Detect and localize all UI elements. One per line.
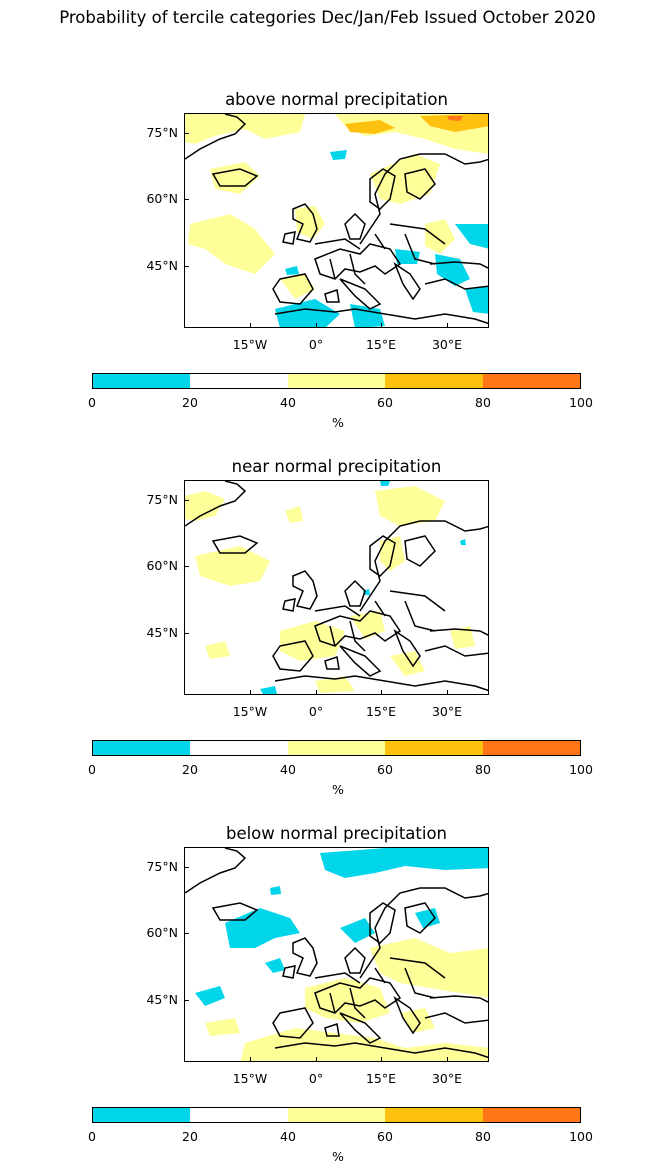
cbar-tick-100: 100 [569,762,593,777]
lon-label-30e: 30°E [431,337,463,352]
cbar-tick-0: 0 [88,762,96,777]
lat-label-45n: 45°N [146,625,178,640]
cbar-tick-60: 60 [377,395,393,410]
cbar-unit: % [332,1149,344,1164]
map-below [184,847,489,1062]
lon-label-15w: 15°W [232,704,268,719]
lon-label-0: 0° [308,1071,324,1086]
lat-label-60n: 60°N [146,925,178,940]
cbar-tick-100: 100 [569,395,593,410]
lon-label-0: 0° [308,337,324,352]
colorbar-near [92,740,581,756]
cbar-tick-0: 0 [88,395,96,410]
lat-label-60n: 60°N [146,558,178,573]
lat-label-75n: 75°N [146,492,178,507]
figure-title: Probability of tercile categories Dec/Ja… [59,8,596,27]
lat-label-45n: 45°N [146,258,178,273]
cbar-tick-80: 80 [475,1129,491,1144]
lat-label-60n: 60°N [146,191,178,206]
lat-label-75n: 75°N [146,859,178,874]
panel-title-below: below normal precipitation [225,824,448,843]
cbar-tick-0: 0 [88,1129,96,1144]
colorbar-above [92,373,581,389]
lon-label-30e: 30°E [431,1071,463,1086]
lon-label-15e: 15°E [365,704,397,719]
map-above [184,113,489,328]
lat-label-75n: 75°N [146,125,178,140]
cbar-tick-40: 40 [280,762,296,777]
map-near [184,480,489,695]
cbar-tick-40: 40 [280,395,296,410]
cbar-unit: % [332,415,344,430]
cbar-tick-80: 80 [475,762,491,777]
panel-title-near: near normal precipitation [231,457,442,476]
lat-label-45n: 45°N [146,992,178,1007]
lon-label-15w: 15°W [232,337,268,352]
cbar-tick-100: 100 [569,1129,593,1144]
cbar-tick-60: 60 [377,762,393,777]
lon-label-15e: 15°E [365,337,397,352]
cbar-tick-60: 60 [377,1129,393,1144]
colorbar-below [92,1107,581,1123]
cbar-unit: % [332,782,344,797]
lon-label-15e: 15°E [365,1071,397,1086]
lon-label-30e: 30°E [431,704,463,719]
cbar-tick-80: 80 [475,395,491,410]
cbar-tick-20: 20 [182,1129,198,1144]
panel-title-above: above normal precipitation [225,90,448,109]
cbar-tick-20: 20 [182,762,198,777]
cbar-tick-20: 20 [182,395,198,410]
lon-label-15w: 15°W [232,1071,268,1086]
lon-label-0: 0° [308,704,324,719]
cbar-tick-40: 40 [280,1129,296,1144]
